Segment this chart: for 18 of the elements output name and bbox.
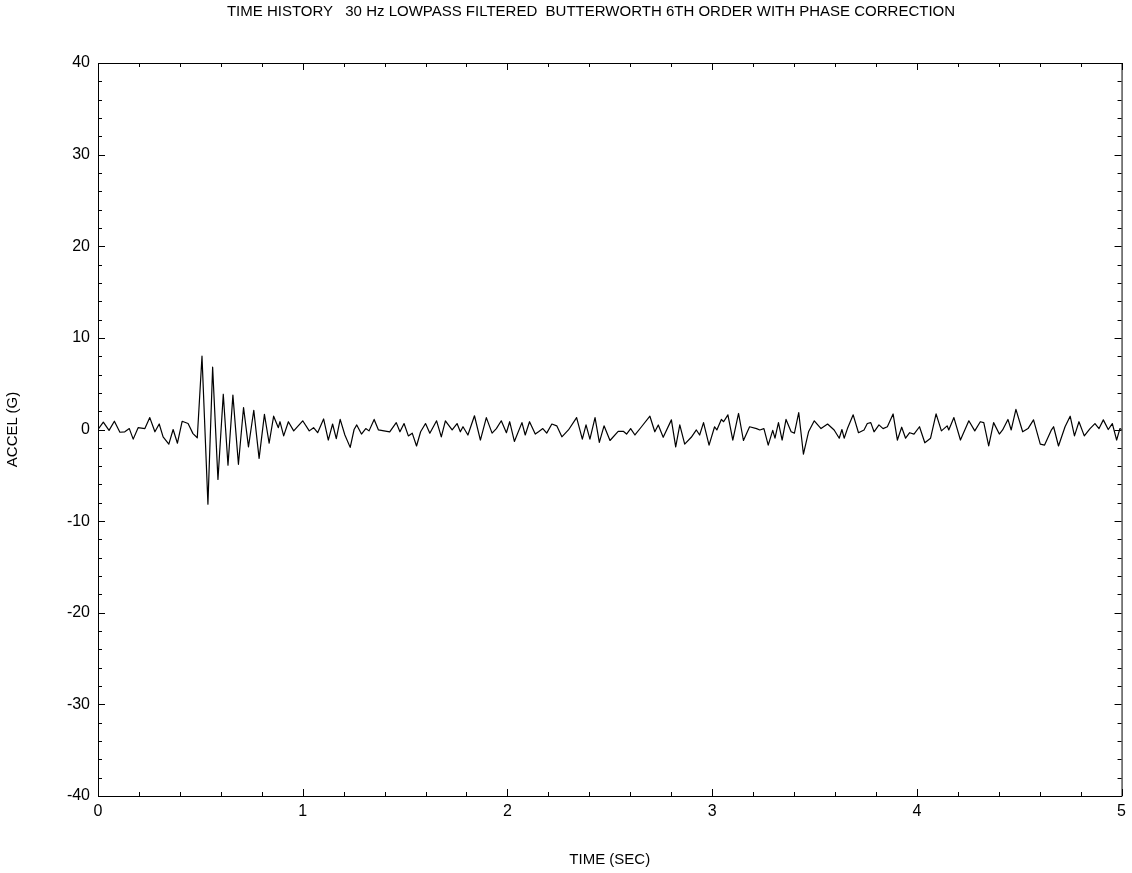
x-tick-label: 3 xyxy=(707,802,717,820)
x-tick-label: 4 xyxy=(912,802,922,820)
y-tick-label: 0 xyxy=(81,419,91,437)
x-axis-title: TIME (SEC) xyxy=(569,850,651,868)
x-tick-label: 0 xyxy=(93,802,103,820)
chart-title: TIME HISTORY 30 Hz LOWPASS FILTERED BUTTERWORTH 6TH ORDER WITH PHASE CORRECTION xyxy=(226,2,956,20)
x-tick-label: 2 xyxy=(502,802,512,820)
x-tick-label: 5 xyxy=(1117,802,1127,820)
y-tick-label: 30 xyxy=(72,145,91,163)
y-tick-label: 10 xyxy=(72,328,91,346)
y-tick-label: -10 xyxy=(66,511,91,529)
y-tick-label: 20 xyxy=(72,236,91,254)
y-tick-label: 40 xyxy=(72,53,91,71)
y-axis-title: ACCEL (G) xyxy=(3,391,21,468)
x-tick-label: 1 xyxy=(298,802,308,820)
y-tick-label: -40 xyxy=(66,786,91,804)
y-tick-label: -20 xyxy=(66,603,91,621)
y-tick-label: -30 xyxy=(66,694,91,712)
